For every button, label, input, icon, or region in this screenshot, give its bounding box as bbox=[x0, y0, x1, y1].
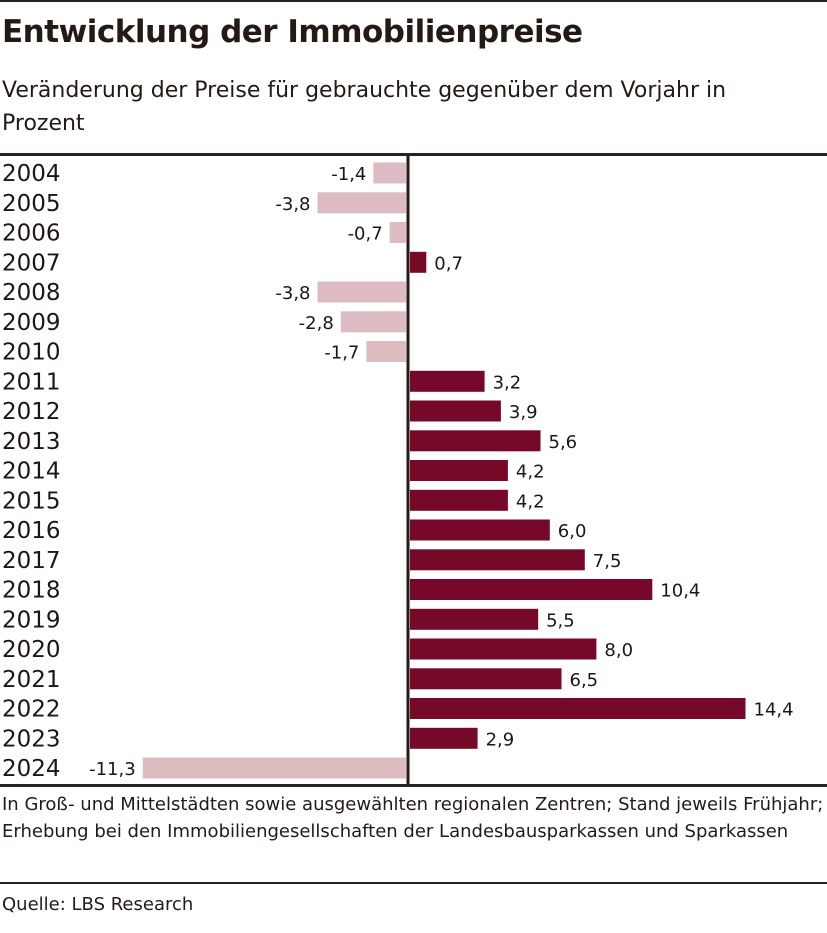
source-rule bbox=[0, 882, 827, 884]
bar-2004 bbox=[373, 162, 406, 184]
value-label-2005: -3,8 bbox=[275, 194, 310, 215]
value-label-2023: 2,9 bbox=[486, 729, 515, 750]
category-label-2006: 2006 bbox=[2, 221, 61, 247]
value-label-2010: -1,7 bbox=[324, 343, 359, 364]
category-label-2016: 2016 bbox=[2, 518, 61, 544]
chart-title: Entwicklung der Immobilienpreise bbox=[2, 14, 583, 50]
category-label-2017: 2017 bbox=[2, 548, 61, 574]
bar-2019 bbox=[410, 608, 539, 630]
category-label-2012: 2012 bbox=[2, 399, 61, 425]
category-label-2019: 2019 bbox=[2, 607, 61, 633]
bar-2011 bbox=[410, 370, 485, 392]
bar-2015 bbox=[410, 489, 508, 511]
value-label-2007: 0,7 bbox=[434, 253, 463, 274]
value-label-2020: 8,0 bbox=[604, 640, 633, 661]
value-label-2009: -2,8 bbox=[299, 313, 334, 334]
category-label-2018: 2018 bbox=[2, 578, 61, 604]
top-rule bbox=[0, 0, 827, 2]
value-label-2022: 14,4 bbox=[754, 700, 794, 721]
bar-2007 bbox=[410, 251, 427, 273]
value-label-2011: 3,2 bbox=[493, 372, 522, 393]
footnote: In Groß- und Mittelstädten sowie ausgewä… bbox=[2, 794, 824, 842]
bar-2009 bbox=[340, 311, 406, 333]
value-label-2014: 4,2 bbox=[516, 462, 545, 483]
category-label-2004: 2004 bbox=[2, 161, 61, 187]
value-label-2017: 7,5 bbox=[593, 551, 622, 572]
category-label-2015: 2015 bbox=[2, 488, 61, 514]
value-label-2004: -1,4 bbox=[331, 164, 366, 185]
category-label-2013: 2013 bbox=[2, 429, 61, 455]
category-label-2007: 2007 bbox=[2, 250, 61, 276]
bar-2008 bbox=[317, 281, 406, 303]
category-label-2009: 2009 bbox=[2, 310, 61, 336]
bar-2016 bbox=[410, 519, 550, 541]
bar-2017 bbox=[410, 549, 585, 571]
header-rule bbox=[0, 153, 827, 156]
category-label-2011: 2011 bbox=[2, 369, 61, 395]
value-label-2013: 5,6 bbox=[549, 432, 578, 453]
bar-2024 bbox=[142, 757, 406, 779]
category-label-2024: 2024 bbox=[2, 756, 61, 782]
bar-2013 bbox=[410, 430, 541, 452]
category-label-2023: 2023 bbox=[2, 726, 61, 752]
bar-chart: 2004 -1,4 2005 -3,8 2006 -0,7 2007 0,7 2008 -3,8 2… bbox=[2, 156, 794, 784]
chart-subtitle: Veränderung der Preise für gebrauchte ge… bbox=[2, 78, 727, 136]
value-label-2021: 6,5 bbox=[570, 670, 599, 691]
category-label-2008: 2008 bbox=[2, 280, 61, 306]
value-label-2006: -0,7 bbox=[348, 224, 383, 245]
value-label-2015: 4,2 bbox=[516, 491, 545, 512]
bar-2022 bbox=[410, 698, 746, 719]
category-label-2005: 2005 bbox=[2, 191, 61, 217]
value-label-2012: 3,9 bbox=[509, 402, 538, 423]
value-label-2024: -11,3 bbox=[89, 759, 136, 780]
bar-2010 bbox=[366, 341, 406, 362]
bar-2018 bbox=[410, 579, 653, 600]
category-label-2010: 2010 bbox=[2, 340, 61, 366]
category-label-2014: 2014 bbox=[2, 459, 61, 485]
category-label-2020: 2020 bbox=[2, 637, 61, 663]
chart-bottom-rule bbox=[0, 784, 827, 787]
category-label-2021: 2021 bbox=[2, 667, 61, 693]
category-label-2022: 2022 bbox=[2, 697, 61, 723]
value-label-2019: 5,5 bbox=[546, 610, 575, 631]
bar-2023 bbox=[410, 727, 478, 749]
bar-2020 bbox=[410, 638, 597, 660]
bar-2005 bbox=[317, 192, 406, 214]
value-label-2008: -3,8 bbox=[275, 283, 310, 304]
bar-2012 bbox=[410, 400, 501, 422]
bar-2006 bbox=[389, 222, 406, 243]
bar-2021 bbox=[410, 668, 562, 690]
bar-2014 bbox=[410, 460, 508, 481]
source-credit: Quelle: LBS Research bbox=[2, 894, 194, 915]
value-label-2016: 6,0 bbox=[558, 521, 587, 542]
value-label-2018: 10,4 bbox=[660, 581, 700, 602]
